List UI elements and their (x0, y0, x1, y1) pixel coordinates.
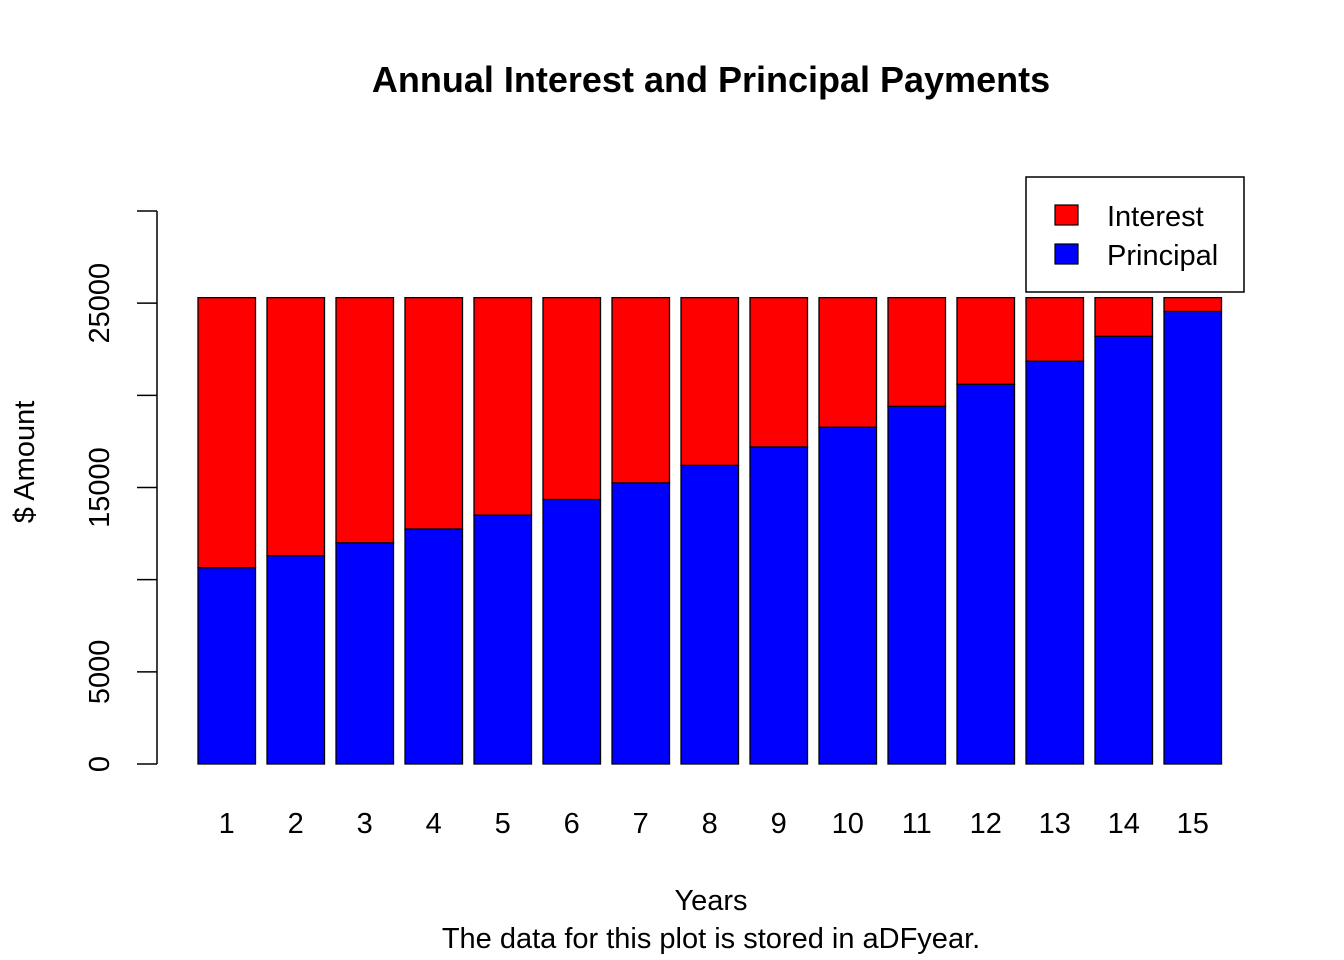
x-tick-label-1: 1 (219, 808, 235, 840)
legend-box (1025, 176, 1245, 293)
x-tick-label-15: 15 (1177, 808, 1209, 840)
x-tick-label-9: 9 (771, 808, 787, 840)
x-tick-label-3: 3 (357, 808, 373, 840)
bar-interest-year-12 (956, 296, 1016, 385)
bar-interest-year-13 (1025, 296, 1085, 362)
legend-label-principal: Principal (1107, 240, 1218, 272)
x-tick-label-13: 13 (1039, 808, 1071, 840)
bar-interest-year-2 (266, 296, 326, 557)
bar-principal-year-12 (956, 383, 1016, 765)
bar-interest-year-3 (335, 296, 395, 544)
legend-swatch-principal (1054, 243, 1079, 265)
bar-principal-year-7 (611, 482, 671, 765)
x-tick-label-11: 11 (902, 808, 932, 840)
bar-principal-year-9 (749, 446, 809, 765)
bar-principal-year-3 (335, 542, 395, 765)
x-axis: 1 2 3 4 5 6 7 8 9 10 11 12 13 14 15 (219, 808, 1209, 840)
bar-principal-year-6 (542, 498, 602, 765)
bar-principal-year-15 (1163, 310, 1223, 765)
x-tick-label-2: 2 (288, 808, 304, 840)
bar-interest-year-4 (404, 296, 464, 530)
x-tick-label-14: 14 (1108, 808, 1140, 840)
bar-interest-year-11 (887, 296, 947, 408)
bar-interest-year-8 (680, 296, 740, 467)
bar-principal-year-11 (887, 405, 947, 765)
bar-principal-year-1 (197, 567, 257, 765)
chart-subtitle: The data for this plot is stored in aDFy… (442, 923, 980, 955)
y-tick-label-0: 0 (84, 756, 116, 772)
bar-principal-year-2 (266, 555, 326, 765)
bars-group (197, 296, 1223, 765)
bar-principal-year-13 (1025, 360, 1085, 765)
bar-interest-year-5 (473, 296, 533, 516)
bar-principal-year-4 (404, 528, 464, 765)
x-tick-label-10: 10 (832, 808, 864, 840)
y-tick-label-5000: 5000 (84, 640, 116, 705)
bar-principal-year-5 (473, 514, 533, 765)
y-axis: 0 5000 15000 25000 (84, 210, 158, 772)
y-tick-label-25000: 25000 (84, 263, 116, 344)
x-tick-label-8: 8 (702, 808, 718, 840)
legend-swatch-interest (1054, 204, 1079, 226)
bar-interest-year-10 (818, 296, 878, 428)
x-tick-label-7: 7 (633, 808, 649, 840)
bar-principal-year-8 (680, 464, 740, 765)
bar-interest-year-1 (197, 296, 257, 569)
x-tick-label-12: 12 (970, 808, 1002, 840)
bar-interest-year-7 (611, 296, 671, 484)
bar-interest-year-15 (1163, 296, 1223, 313)
x-tick-label-4: 4 (426, 808, 442, 840)
bar-interest-year-6 (542, 296, 602, 501)
bar-interest-year-9 (749, 296, 809, 448)
legend-label-interest: Interest (1107, 201, 1204, 233)
bar-principal-year-14 (1094, 335, 1154, 765)
bar-interest-year-14 (1094, 296, 1154, 337)
y-tick-label-15000: 15000 (84, 447, 116, 528)
x-tick-label-6: 6 (564, 808, 580, 840)
legend: Interest Principal (1025, 176, 1245, 293)
y-axis-label: $ Amount (9, 401, 41, 524)
x-axis-label: Years (674, 885, 747, 917)
x-tick-label-5: 5 (495, 808, 511, 840)
chart-title: Annual Interest and Principal Payments (372, 59, 1050, 100)
bar-principal-year-10 (818, 426, 878, 765)
